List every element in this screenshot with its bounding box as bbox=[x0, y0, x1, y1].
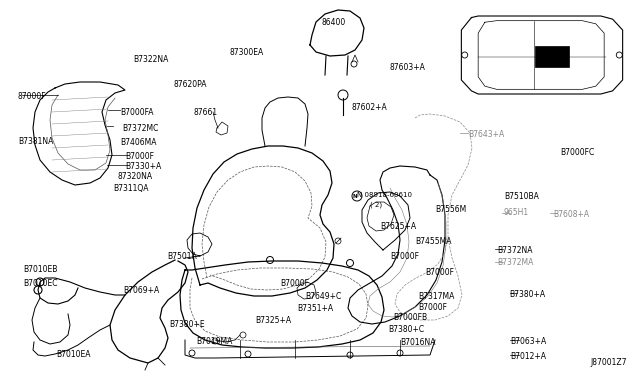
Text: B7000FC: B7000FC bbox=[560, 148, 595, 157]
Text: B7000F: B7000F bbox=[418, 303, 447, 312]
Text: B7510BA: B7510BA bbox=[504, 192, 539, 201]
Text: B7625+A: B7625+A bbox=[380, 222, 416, 231]
Text: B7000F: B7000F bbox=[125, 152, 154, 161]
Text: B7325+A: B7325+A bbox=[255, 316, 291, 325]
Text: B7406MA: B7406MA bbox=[120, 138, 157, 147]
Text: 87603+A: 87603+A bbox=[390, 63, 426, 72]
Text: 87620PA: 87620PA bbox=[173, 80, 207, 89]
Text: 87661: 87661 bbox=[194, 108, 218, 117]
Text: B7010EC: B7010EC bbox=[23, 279, 58, 288]
Text: B7372MC: B7372MC bbox=[122, 124, 158, 133]
Text: B7069+A: B7069+A bbox=[123, 286, 159, 295]
Text: B7000FA: B7000FA bbox=[120, 108, 154, 117]
Bar bbox=[535, 46, 569, 67]
Text: B7381NA: B7381NA bbox=[18, 137, 53, 146]
Text: B7330+A: B7330+A bbox=[125, 162, 161, 171]
Text: N: N bbox=[353, 193, 357, 199]
Text: B7000F: B7000F bbox=[390, 252, 419, 261]
Text: B7380+E: B7380+E bbox=[169, 320, 205, 329]
Text: B7317MA: B7317MA bbox=[418, 292, 454, 301]
Text: B7000FB: B7000FB bbox=[393, 313, 427, 322]
Text: B7019MA: B7019MA bbox=[196, 337, 232, 346]
Text: B7000F: B7000F bbox=[425, 268, 454, 277]
Text: B7012+A: B7012+A bbox=[510, 352, 546, 361]
Text: B7608+A: B7608+A bbox=[553, 210, 589, 219]
Text: B7380+A: B7380+A bbox=[509, 290, 545, 299]
Text: B7372MA: B7372MA bbox=[497, 258, 533, 267]
Text: B7322NA: B7322NA bbox=[133, 55, 168, 64]
Text: B7063+A: B7063+A bbox=[510, 337, 547, 346]
Text: B7000F: B7000F bbox=[280, 279, 309, 288]
Text: 87320NA: 87320NA bbox=[117, 172, 152, 181]
Text: B7380+C: B7380+C bbox=[388, 325, 424, 334]
Text: 87300EA: 87300EA bbox=[230, 48, 264, 57]
Text: N 08918-60610: N 08918-60610 bbox=[357, 192, 412, 198]
Text: B7649+C: B7649+C bbox=[305, 292, 341, 301]
Text: B7351+A: B7351+A bbox=[297, 304, 333, 313]
Text: 87000F: 87000F bbox=[18, 92, 47, 101]
Text: B7455MA: B7455MA bbox=[415, 237, 451, 246]
Text: 87602+A: 87602+A bbox=[352, 103, 388, 112]
Text: J87001Z7: J87001Z7 bbox=[590, 358, 627, 367]
Text: B7501A: B7501A bbox=[167, 252, 196, 261]
Text: 965H1: 965H1 bbox=[504, 208, 529, 217]
Text: B7010EB: B7010EB bbox=[23, 265, 58, 274]
Text: B7010EA: B7010EA bbox=[56, 350, 90, 359]
Text: B7311QA: B7311QA bbox=[113, 184, 148, 193]
Text: ( 2): ( 2) bbox=[370, 202, 382, 208]
Text: 86400: 86400 bbox=[322, 18, 346, 27]
Text: B7643+A: B7643+A bbox=[468, 130, 504, 139]
Text: B7556M: B7556M bbox=[435, 205, 467, 214]
Text: B7016NA: B7016NA bbox=[400, 338, 435, 347]
Text: B7372NA: B7372NA bbox=[497, 246, 532, 255]
